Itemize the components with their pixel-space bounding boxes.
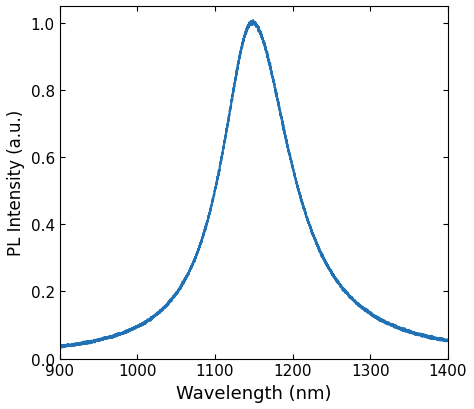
Y-axis label: PL Intensity (a.u.): PL Intensity (a.u.) xyxy=(7,110,25,256)
X-axis label: Wavelength (nm): Wavelength (nm) xyxy=(176,384,331,402)
